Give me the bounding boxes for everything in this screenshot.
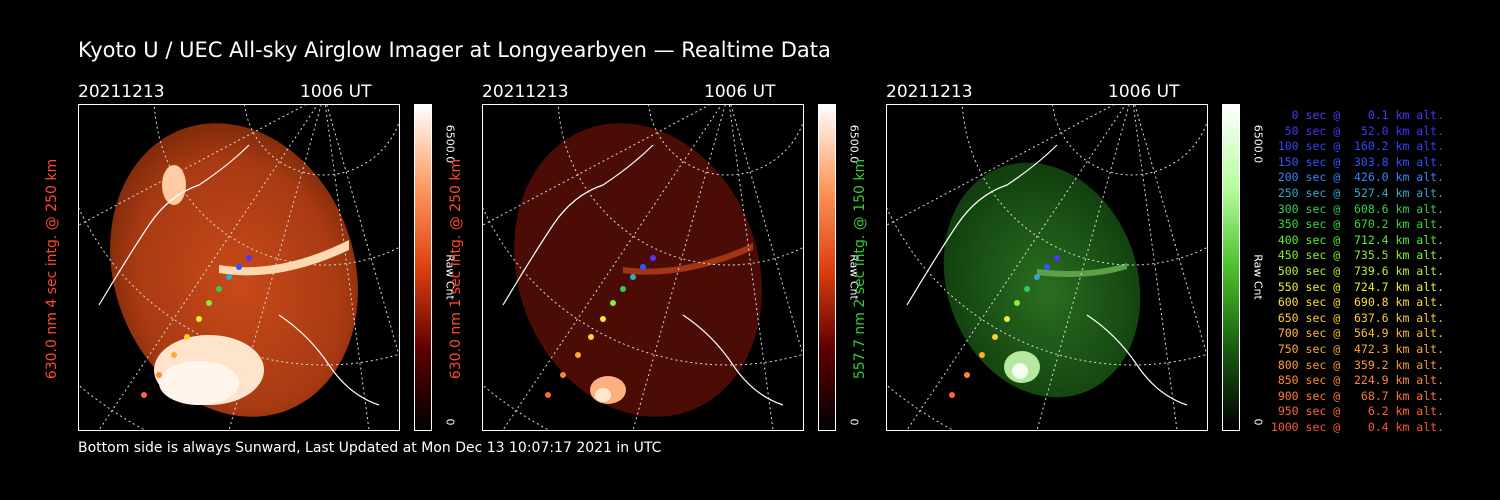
legend-entry: 350 sec @ 670.2 km alt. bbox=[1277, 217, 1444, 232]
allsky-image-svg bbox=[887, 105, 1207, 430]
panel-ylabel: 630.0 nm 4 sec intg. @ 250 km bbox=[44, 158, 60, 379]
imager-panel-1: 20211213 1006 UT 630.0 nm 4 sec intg. @ … bbox=[44, 82, 498, 432]
legend-entry: 450 sec @ 735.5 km alt. bbox=[1277, 248, 1444, 263]
legend-entry: 250 sec @ 527.4 km alt. bbox=[1277, 185, 1444, 200]
legend-entry: 750 sec @ 472.3 km alt. bbox=[1277, 341, 1444, 356]
panel-ylabel-box: 557.7 nm 2 sec intg. @ 150 km bbox=[849, 106, 871, 431]
legend-entry: 900 sec @ 68.7 km alt. bbox=[1277, 388, 1444, 403]
legend-entry: 1000 sec @ 0.4 km alt. bbox=[1270, 419, 1444, 434]
colorbar bbox=[414, 104, 432, 431]
legend-entry: 650 sec @ 637.6 km alt. bbox=[1277, 310, 1444, 325]
allsky-image-svg bbox=[483, 105, 803, 430]
allsky-map-image bbox=[482, 104, 804, 431]
legend-entry: 300 sec @ 608.6 km alt. bbox=[1277, 201, 1444, 216]
legend-entry: 500 sec @ 739.6 km alt. bbox=[1277, 263, 1444, 278]
trajectory-markers bbox=[949, 255, 1060, 398]
trajectory-legend: 0 sec @ 0.1 km alt. 50 sec @ 52.0 km alt… bbox=[1262, 108, 1444, 435]
legend-entry: 0 sec @ 0.1 km alt. bbox=[1291, 108, 1444, 122]
legend-entry: 150 sec @ 303.8 km alt. bbox=[1277, 154, 1444, 169]
panel-time: 1006 UT bbox=[704, 82, 776, 102]
imager-panel-3: 20211213 1006 UT 557.7 nm 2 sec intg. @ … bbox=[852, 82, 1306, 432]
legend-entry: 850 sec @ 224.9 km alt. bbox=[1277, 373, 1444, 388]
panel-ylabel-box: 630.0 nm 1 sec intg. @ 250 km bbox=[445, 106, 467, 431]
allsky-map-image bbox=[78, 104, 400, 431]
allsky-map-image bbox=[886, 104, 1208, 431]
panel-time: 1006 UT bbox=[300, 82, 372, 102]
legend-entry: 400 sec @ 712.4 km alt. bbox=[1277, 232, 1444, 247]
panel-ylabel: 557.7 nm 2 sec intg. @ 150 km bbox=[852, 158, 868, 379]
panel-date: 20211213 bbox=[78, 82, 165, 102]
legend-entry: 100 sec @ 160.2 km alt. bbox=[1277, 139, 1444, 154]
allsky-image-svg bbox=[79, 105, 399, 430]
page-title: Kyoto U / UEC All-sky Airglow Imager at … bbox=[78, 38, 831, 62]
panel-date: 20211213 bbox=[886, 82, 973, 102]
imager-panel-2: 20211213 1006 UT 630.0 nm 1 sec intg. @ … bbox=[448, 82, 902, 432]
legend-entry: 950 sec @ 6.2 km alt. bbox=[1277, 404, 1444, 419]
panel-ylabel-box: 630.0 nm 4 sec intg. @ 250 km bbox=[41, 106, 63, 431]
legend-entry: 800 sec @ 359.2 km alt. bbox=[1277, 357, 1444, 372]
legend-entry: 200 sec @ 426.0 km alt. bbox=[1277, 170, 1444, 185]
legend-entry: 550 sec @ 724.7 km alt. bbox=[1277, 279, 1444, 294]
panel-ylabel: 630.0 nm 1 sec intg. @ 250 km bbox=[448, 158, 464, 379]
trajectory-markers bbox=[141, 255, 252, 398]
panel-time: 1006 UT bbox=[1108, 82, 1180, 102]
legend-entry: 50 sec @ 52.0 km alt. bbox=[1284, 123, 1444, 138]
trajectory-markers bbox=[545, 255, 656, 398]
footer-text: Bottom side is always Sunward, Last Upda… bbox=[78, 440, 662, 456]
colorbar bbox=[818, 104, 836, 431]
legend-entry: 700 sec @ 564.9 km alt. bbox=[1277, 326, 1444, 341]
panel-date: 20211213 bbox=[482, 82, 569, 102]
colorbar bbox=[1222, 104, 1240, 431]
legend-entry: 600 sec @ 690.8 km alt. bbox=[1277, 295, 1444, 310]
